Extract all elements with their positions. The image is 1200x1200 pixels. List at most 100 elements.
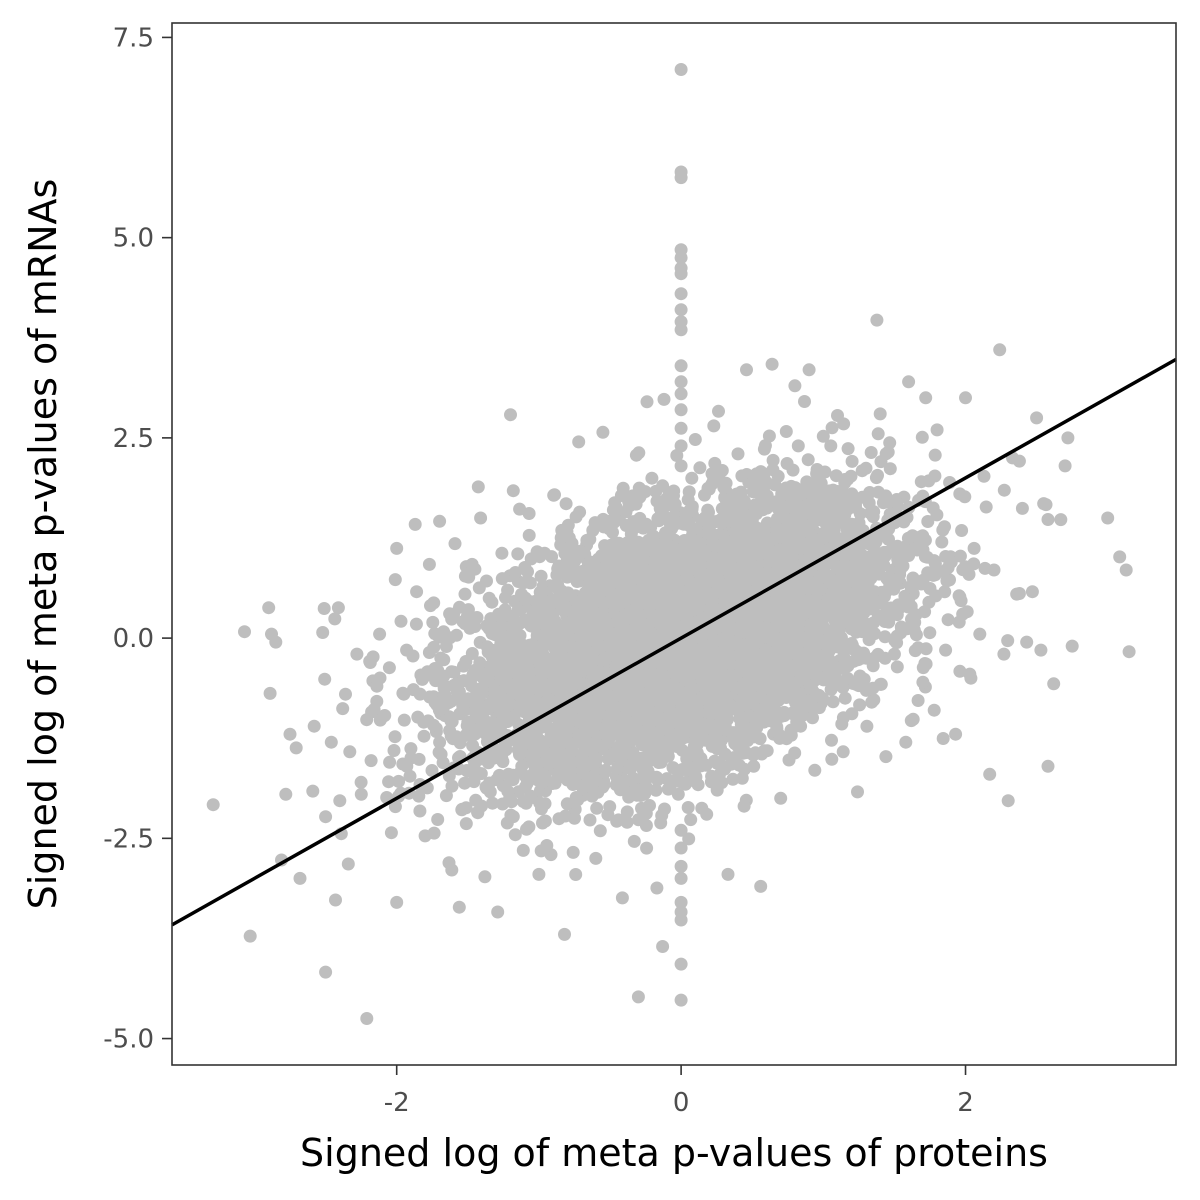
cloud-point (472, 581, 486, 595)
cloud-point (450, 628, 463, 642)
cloud-point (921, 515, 935, 528)
cloud-point (953, 664, 967, 678)
cloud-point (559, 497, 573, 511)
cloud-point (915, 430, 929, 444)
cloud-point (941, 613, 955, 627)
cloud-point (883, 462, 897, 476)
cloud-point (602, 752, 616, 766)
cloud-point (639, 517, 653, 531)
cloud-point (678, 777, 692, 791)
cloud-point (604, 559, 618, 573)
cloud-point (841, 442, 855, 456)
cloud-point (693, 461, 707, 475)
cloud-point (470, 611, 484, 624)
cloud-point (755, 490, 768, 504)
cloud-point (382, 661, 396, 675)
cloud-point (615, 891, 629, 905)
cloud-point (1113, 550, 1127, 564)
cloud-point (758, 439, 772, 453)
cloud-point (483, 776, 496, 790)
cloud-point (511, 547, 525, 561)
cloud-point (388, 800, 402, 814)
cloud-point (685, 471, 699, 485)
cloud-point (810, 467, 824, 480)
cloud-point (922, 474, 936, 488)
cloud-point (427, 718, 440, 732)
cloud-point (936, 732, 950, 745)
cloud-point (923, 626, 937, 640)
cloud-point (560, 797, 574, 811)
cloud-point (486, 644, 500, 658)
cloud-point (845, 454, 859, 468)
cloud-point (782, 753, 796, 767)
cloud-point (412, 752, 426, 766)
cloud-point (705, 769, 719, 783)
cloud-point (571, 793, 585, 807)
cloud-point (684, 813, 698, 827)
cloud-point (619, 505, 633, 519)
cloud-point (953, 590, 967, 604)
cloud-point (431, 813, 445, 826)
cloud-point (753, 732, 767, 746)
cloud-point (465, 647, 479, 660)
cloud-point (495, 572, 509, 586)
cloud-point (538, 814, 551, 828)
cloud-point (860, 719, 874, 733)
cloud-point (1001, 634, 1015, 648)
cloud-point (926, 501, 940, 515)
cloud-point (328, 612, 342, 626)
cloud-point (370, 679, 384, 693)
cloud-point (522, 820, 536, 834)
cloud-point (486, 796, 499, 810)
cloud-point (786, 463, 800, 477)
cloud-point (654, 816, 668, 830)
cloud-point (632, 446, 646, 460)
cloud-point (645, 471, 659, 485)
cloud-point (620, 805, 634, 819)
cloud-point (874, 455, 888, 469)
cloud-point (289, 741, 303, 755)
cloud-point (864, 446, 878, 459)
cloud-point (878, 630, 892, 644)
cloud-point (610, 814, 624, 828)
cloud-point (928, 448, 942, 462)
cloud-point (627, 834, 641, 848)
cloud-point (459, 817, 473, 831)
cloud-point (458, 569, 472, 583)
cloud-point (318, 672, 332, 686)
cloud-point (649, 783, 663, 797)
cloud-point (384, 826, 398, 840)
cloud-point (712, 404, 725, 418)
cloud-point (682, 485, 696, 499)
cloud-point (388, 730, 402, 744)
cloud-point (890, 608, 904, 622)
cloud-point (749, 478, 763, 492)
cloud-point (794, 511, 808, 525)
cloud-point (919, 642, 933, 656)
cloud-point (593, 824, 607, 838)
cloud-point (508, 566, 522, 579)
cloud-point (506, 773, 520, 787)
cloud-point (413, 687, 427, 701)
cloud-point (445, 779, 459, 793)
cloud-point (979, 500, 993, 514)
cloud-point (922, 595, 936, 609)
cloud-point (639, 773, 653, 787)
cloud-point (962, 567, 976, 581)
cloud-point (471, 480, 485, 494)
cloud-point (566, 845, 580, 859)
cloud-point (409, 617, 423, 631)
cloud-point (428, 662, 442, 675)
cloud-point (838, 691, 852, 705)
cloud-point (569, 868, 583, 881)
cloud-point (682, 832, 696, 846)
cloud-point (519, 796, 533, 810)
cloud-point (524, 552, 538, 566)
cloud-point (691, 778, 705, 792)
cloud-point (997, 483, 1011, 497)
cloud-point (522, 528, 536, 542)
cloud-point (726, 772, 740, 786)
cloud-point (661, 782, 675, 796)
cloud-point (737, 799, 751, 813)
